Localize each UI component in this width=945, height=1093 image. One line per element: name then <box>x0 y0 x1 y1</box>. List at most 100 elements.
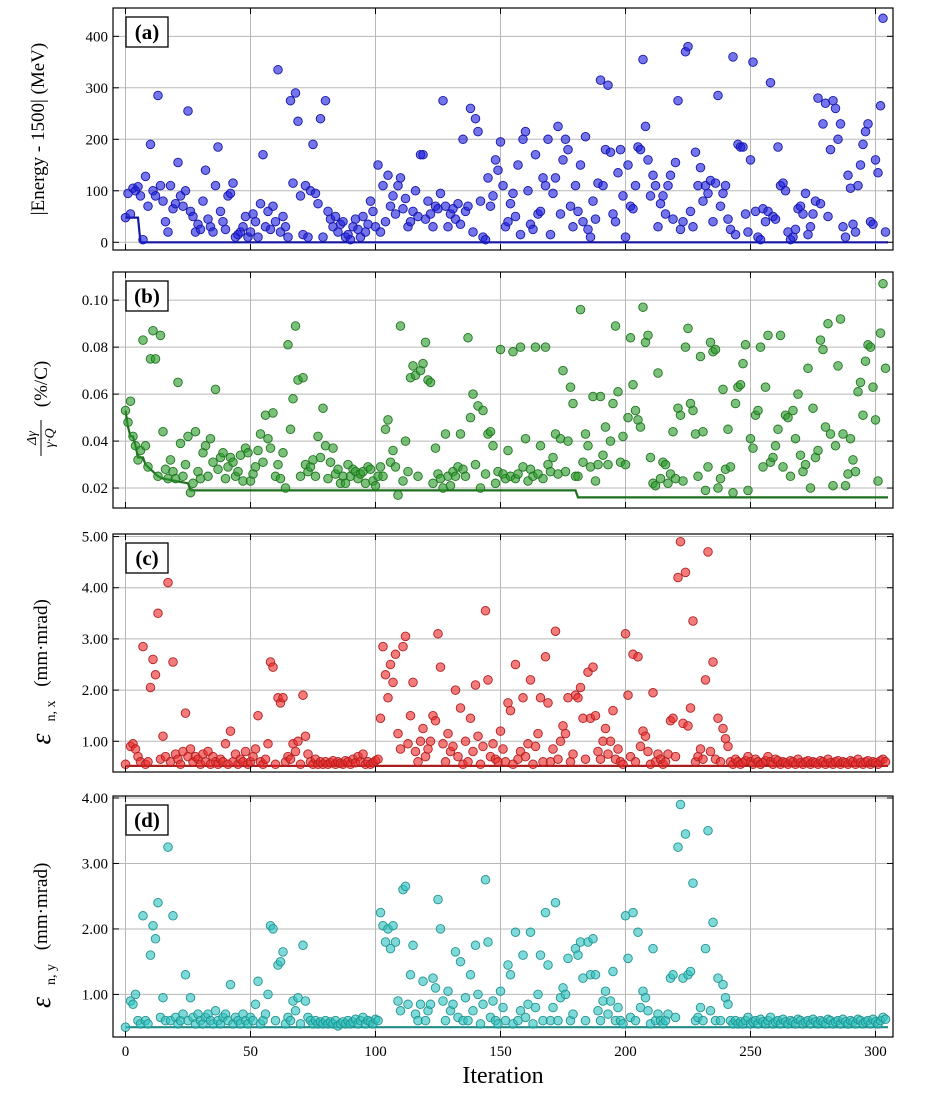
data-point <box>488 996 498 1006</box>
data-point <box>820 422 831 432</box>
data-point <box>818 344 828 355</box>
data-point <box>620 459 631 470</box>
data-point <box>590 214 601 224</box>
data-point <box>188 478 198 489</box>
data-point <box>443 222 453 232</box>
data-point <box>293 116 303 127</box>
y-axis-title-symbol: ε <box>26 733 57 744</box>
data-point <box>298 940 308 951</box>
panel-label: (d) <box>134 808 160 832</box>
data-point <box>150 934 161 944</box>
data-point <box>773 424 783 435</box>
data-point <box>473 126 483 137</box>
data-point <box>185 992 196 1003</box>
data-point <box>298 690 308 700</box>
data-point <box>428 973 438 983</box>
data-point <box>528 1019 538 1029</box>
data-point <box>703 188 713 199</box>
data-point <box>143 462 153 472</box>
data-point <box>178 201 188 211</box>
data-point <box>178 1009 188 1019</box>
data-point <box>535 441 546 451</box>
data-point <box>215 206 226 217</box>
data-point <box>175 759 186 770</box>
data-point <box>370 480 381 491</box>
data-point <box>388 920 398 931</box>
data-point <box>273 65 283 75</box>
data-point <box>555 736 566 747</box>
data-point <box>483 675 493 685</box>
data-point <box>870 415 881 425</box>
data-point <box>438 739 448 749</box>
data-point <box>460 992 471 1003</box>
data-point <box>453 198 463 209</box>
data-point <box>823 211 833 222</box>
data-point <box>288 394 298 404</box>
data-point <box>518 693 528 703</box>
data-point <box>645 452 656 463</box>
data-point <box>513 469 523 479</box>
data-point <box>468 1006 478 1016</box>
data-point <box>850 466 861 477</box>
data-point <box>385 943 396 954</box>
x-tick-label: 50 <box>243 1044 258 1060</box>
data-point <box>503 445 513 456</box>
data-point <box>538 473 548 484</box>
data-point <box>510 211 521 222</box>
data-point <box>138 335 148 345</box>
data-point <box>793 389 803 399</box>
data-point <box>475 196 486 206</box>
data-point <box>525 675 536 685</box>
data-point <box>295 1019 306 1029</box>
data-point <box>278 448 288 458</box>
x-tick-label: 200 <box>614 1044 637 1060</box>
data-point <box>413 757 423 767</box>
data-point <box>400 881 411 892</box>
data-point <box>398 641 408 652</box>
data-point <box>315 113 326 124</box>
y-tick-label: 2.00 <box>82 922 108 938</box>
data-point <box>725 462 736 472</box>
data-point <box>753 405 763 416</box>
data-point <box>243 448 253 458</box>
data-point <box>670 751 681 762</box>
data-point <box>533 989 543 1000</box>
data-point <box>413 471 423 482</box>
data-point <box>228 178 238 188</box>
data-point <box>458 134 468 145</box>
y-tick-label: 1.00 <box>82 734 108 750</box>
plot-frame <box>112 7 894 251</box>
data-point <box>125 396 136 406</box>
data-point <box>708 917 718 928</box>
data-point <box>565 201 576 211</box>
data-point <box>280 222 291 232</box>
data-point <box>448 999 458 1010</box>
data-point <box>740 340 751 350</box>
data-point <box>475 759 486 770</box>
data-point <box>643 1006 653 1016</box>
data-point <box>183 106 193 116</box>
data-point <box>468 746 478 757</box>
data-point <box>480 606 491 616</box>
data-point <box>478 405 488 416</box>
data-point <box>713 973 723 983</box>
data-point <box>708 657 718 667</box>
data-point <box>770 214 781 224</box>
data-point <box>310 188 321 199</box>
data-point <box>730 229 741 240</box>
data-point <box>278 947 288 957</box>
data-point <box>715 473 726 484</box>
data-point <box>200 165 211 175</box>
data-point <box>643 746 653 757</box>
data-point <box>388 677 398 688</box>
data-point <box>403 466 413 477</box>
data-point <box>795 201 806 211</box>
data-point <box>580 1015 591 1026</box>
y-axis-title-unit: (mm·mrad) <box>31 599 52 687</box>
data-point <box>853 180 863 191</box>
data-point <box>578 457 588 467</box>
data-point <box>633 927 643 937</box>
data-point <box>808 209 818 219</box>
data-point <box>575 682 586 693</box>
panel-label-box <box>125 542 169 574</box>
